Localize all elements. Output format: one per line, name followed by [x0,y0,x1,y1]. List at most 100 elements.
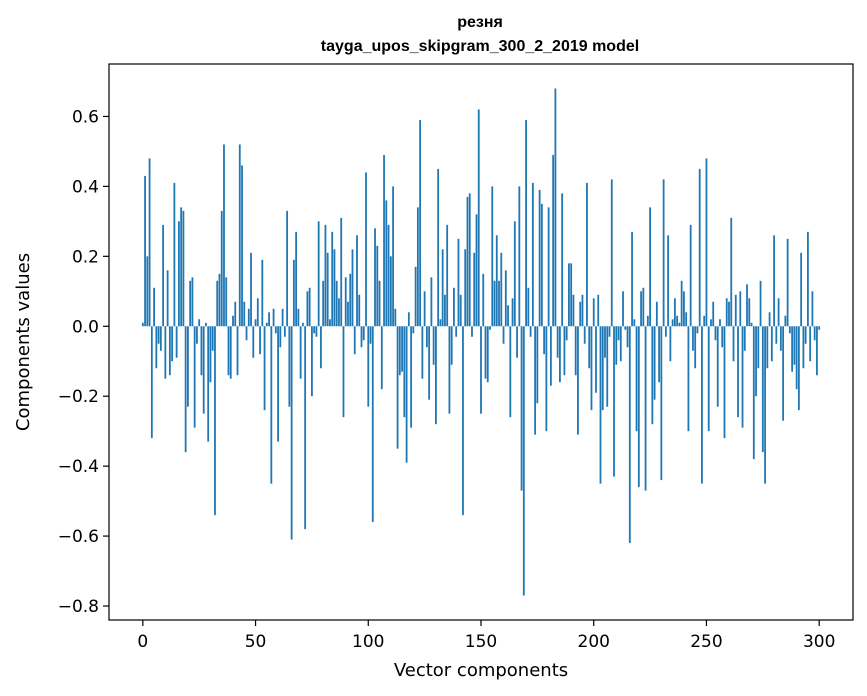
bar [507,305,509,327]
bar [804,326,807,344]
bar [241,165,243,327]
bar [340,217,343,327]
bar [773,235,775,327]
bar [525,119,527,327]
bar [615,326,618,365]
bar [261,259,264,327]
bar [464,249,467,327]
bar [277,326,279,442]
y-tick-label: 0.4 [72,177,99,197]
bar [714,326,717,341]
bar [628,326,631,544]
bar [631,231,633,327]
bar [387,224,390,327]
bar [220,210,223,327]
bar [371,326,374,523]
y-tick-label: −0.6 [58,527,99,547]
bar [227,326,230,376]
bar [196,326,198,344]
bar [250,252,252,327]
bar [419,119,422,327]
bar [272,308,275,327]
bar [498,280,500,327]
bar [687,326,690,432]
bar [658,326,661,383]
y-axis: −0.8 −0.6 −0.4 −0.2 0.0 0.2 0.4 0.6 [58,107,109,617]
bar [655,301,658,327]
bar [247,308,250,327]
bar [288,326,291,407]
bar [365,172,367,327]
bar [473,252,476,327]
bar [559,326,561,383]
bar [608,326,611,337]
bar [741,326,744,428]
chart-subtitle: tayga_upos_skipgram_300_2_2019 model [321,38,639,55]
bar [816,326,818,376]
bar [784,315,787,327]
bar [673,298,676,327]
bar [540,203,543,327]
bar [710,319,712,327]
bar [734,294,737,327]
bar [725,298,728,327]
bar [290,326,293,540]
bar [489,326,491,330]
bar [184,326,187,453]
bar [297,308,300,327]
bar [252,326,255,358]
bar [689,224,692,327]
bar [187,326,189,407]
bar [493,280,496,327]
x-tick-label: 100 [352,632,384,652]
bar [764,326,766,484]
bar [322,280,325,327]
bar [430,277,433,327]
bar [450,326,453,365]
bar [423,291,426,327]
bar [171,326,174,362]
bar [644,326,647,491]
bar [435,326,437,425]
bar [599,326,602,484]
bar [335,280,338,327]
bar [811,291,814,327]
bar [649,207,651,327]
bar [622,291,624,327]
bar [680,280,683,327]
bar [155,326,158,369]
bar [565,326,568,341]
bar [486,326,489,383]
bar [730,217,733,327]
bar [797,326,800,411]
bar [534,326,537,435]
bar [795,326,798,390]
bar [590,326,593,411]
bar [198,319,201,327]
bar [378,280,381,327]
bar [299,326,302,379]
bar [256,298,259,327]
bar [786,238,789,327]
bar [311,326,313,397]
bar [437,168,440,327]
bar [800,252,803,327]
bar [743,326,746,351]
bar [570,263,573,327]
bar [642,287,645,327]
bar [761,326,764,453]
bar [439,319,442,327]
bar [329,319,331,327]
y-tick-label: 0.6 [72,107,99,127]
bar [651,326,654,425]
bar [818,326,821,330]
bar [392,186,394,327]
bar [500,252,503,327]
bar [349,273,352,327]
bar [597,294,600,327]
bar [667,235,670,327]
bar [254,319,257,327]
bar [536,326,539,404]
bar [385,200,388,327]
bar [723,326,726,439]
